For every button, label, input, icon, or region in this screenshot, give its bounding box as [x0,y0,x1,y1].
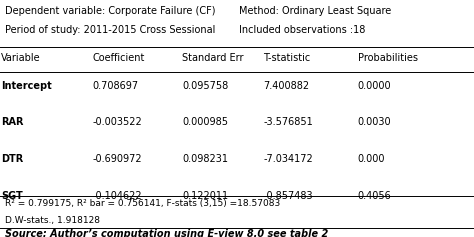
Text: Included observations :18: Included observations :18 [239,25,366,35]
Text: Coefficient: Coefficient [92,53,145,63]
Text: Source: Author’s computation using E-view 8.0 see table 2: Source: Author’s computation using E-vie… [5,229,328,237]
Text: SGT: SGT [1,191,23,201]
Text: -0.690972: -0.690972 [92,154,142,164]
Text: -7.034172: -7.034172 [263,154,313,164]
Text: Variable: Variable [1,53,41,63]
Text: 0.000985: 0.000985 [182,117,228,127]
Text: T-statistic: T-statistic [263,53,310,63]
Text: -0.857483: -0.857483 [263,191,313,201]
Text: Intercept: Intercept [1,81,52,91]
Text: Method: Ordinary Least Square: Method: Ordinary Least Square [239,6,392,16]
Text: Standard Err: Standard Err [182,53,244,63]
Text: 0.4056: 0.4056 [358,191,392,201]
Text: R² = 0.799175, R² bar = 0.756141, F-stats (3,15) =18.57083: R² = 0.799175, R² bar = 0.756141, F-stat… [5,199,280,208]
Text: -0.003522: -0.003522 [92,117,142,127]
Text: RAR: RAR [1,117,23,127]
Text: DTR: DTR [1,154,23,164]
Text: Dependent variable: Corporate Failure (CF): Dependent variable: Corporate Failure (C… [5,6,215,16]
Text: 0.0030: 0.0030 [358,117,392,127]
Text: 0.0000: 0.0000 [358,81,392,91]
Text: 0.098231: 0.098231 [182,154,228,164]
Text: 0.095758: 0.095758 [182,81,229,91]
Text: D.W-stats., 1.918128: D.W-stats., 1.918128 [5,216,100,225]
Text: 0.122011: 0.122011 [182,191,228,201]
Text: Probabilities: Probabilities [358,53,418,63]
Text: 7.400882: 7.400882 [263,81,309,91]
Text: 0.708697: 0.708697 [92,81,138,91]
Text: -0.104622: -0.104622 [92,191,142,201]
Text: -3.576851: -3.576851 [263,117,313,127]
Text: 0.000: 0.000 [358,154,385,164]
Text: Period of study: 2011-2015 Cross Sessional: Period of study: 2011-2015 Cross Session… [5,25,215,35]
